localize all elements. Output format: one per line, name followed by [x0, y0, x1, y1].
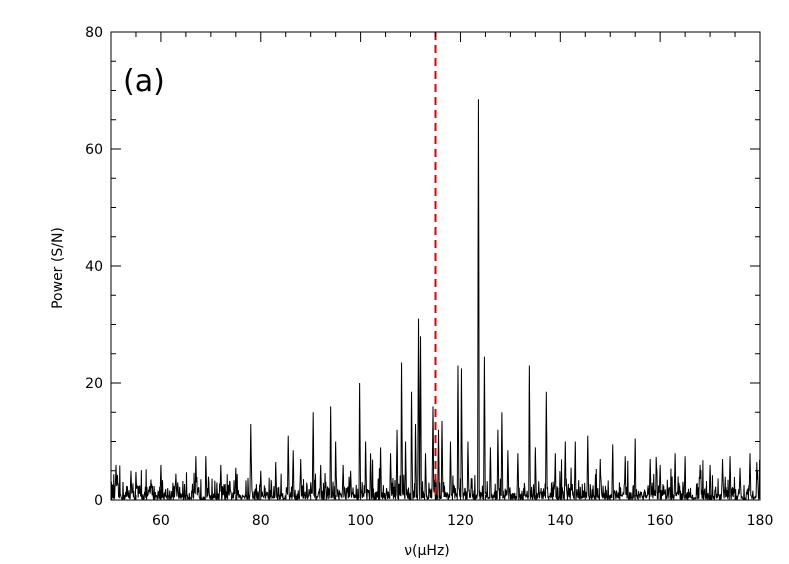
plot-area	[111, 32, 760, 500]
tick-labels: 60 80 100 120 140 160 180 0 20 40 60 80	[85, 25, 773, 529]
x-axis-label: ν(μHz)	[404, 543, 450, 559]
y-tick-label: 20	[85, 376, 103, 392]
x-tick-label: 80	[252, 513, 270, 529]
x-tick-label: 60	[152, 513, 170, 529]
x-tick-label: 180	[747, 513, 774, 529]
y-tick-label: 80	[85, 25, 103, 41]
x-tick-label: 100	[347, 513, 374, 529]
tick-marks	[110, 31, 761, 501]
x-tick-label: 160	[647, 513, 674, 529]
x-tick-label: 140	[547, 513, 574, 529]
y-tick-label: 40	[85, 259, 103, 275]
y-tick-label: 0	[94, 493, 103, 509]
panel-label: (a)	[123, 64, 165, 99]
x-tick-label: 120	[447, 513, 474, 529]
y-axis-label: Power (S/N)	[50, 227, 66, 309]
y-tick-label: 60	[85, 142, 103, 158]
